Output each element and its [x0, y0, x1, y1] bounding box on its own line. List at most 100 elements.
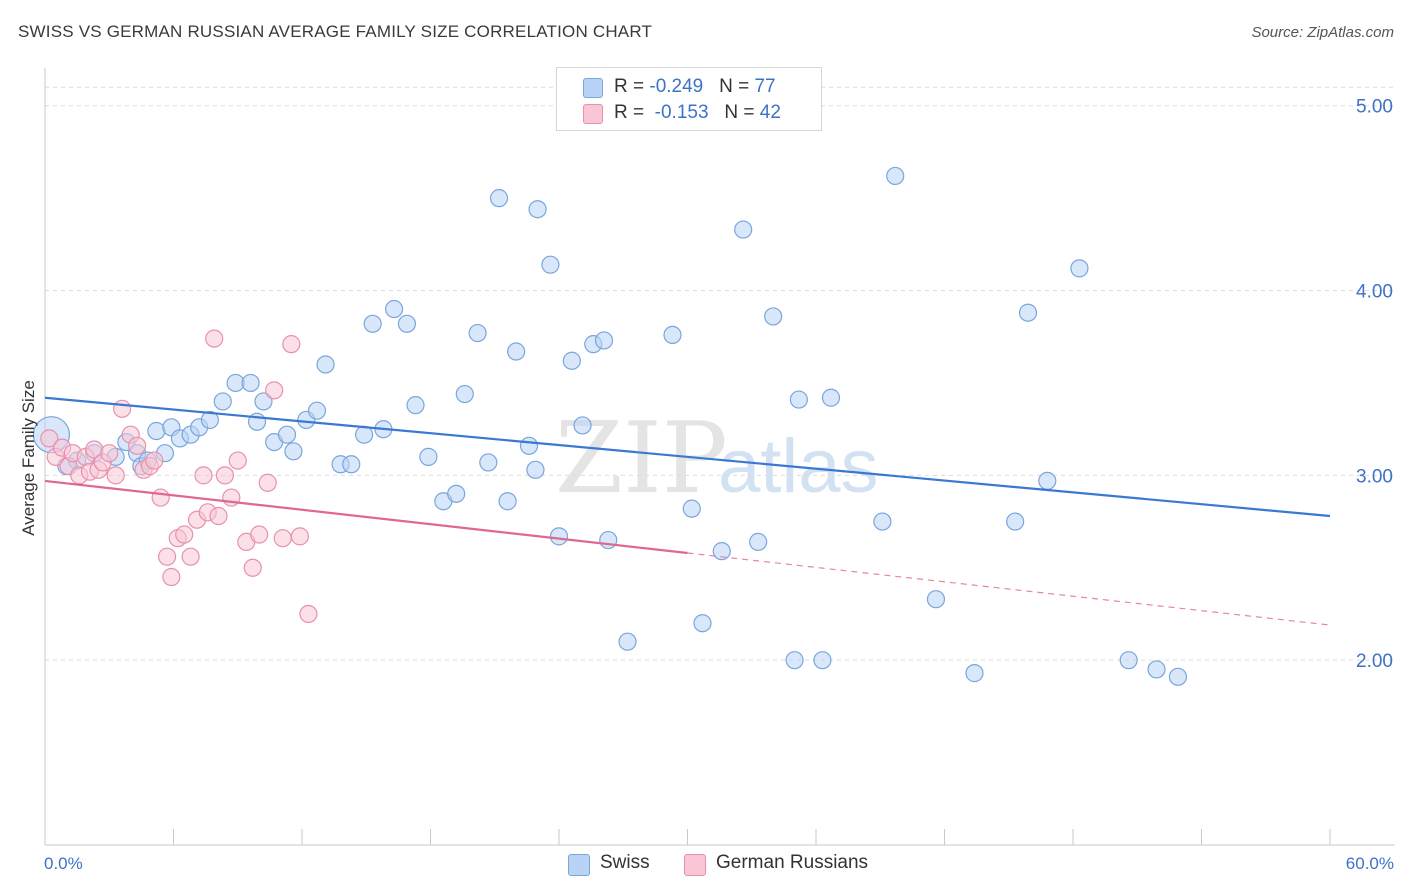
swiss-point	[455, 384, 474, 404]
swiss-point	[965, 664, 984, 683]
german-russian-point	[205, 329, 224, 348]
german-russian-trend-line	[44, 479, 688, 555]
legend-r-label: R =	[614, 76, 650, 97]
german-russian-point	[215, 466, 234, 485]
german-russian-point	[145, 451, 164, 470]
swiss-point	[489, 189, 509, 208]
swiss-point	[307, 401, 327, 420]
swiss-points	[32, 166, 1188, 686]
german-russian-point	[40, 429, 59, 448]
x-tick-label: 0.0%	[44, 854, 83, 873]
y-tick-label: 3.00	[1356, 466, 1393, 487]
swiss-point	[594, 331, 614, 350]
german-russian-point	[112, 399, 132, 418]
swiss-point	[712, 542, 731, 561]
swiss-point	[384, 299, 404, 319]
german-russian-point	[181, 547, 200, 566]
legend-swatch-german-russians	[583, 104, 603, 124]
swiss-point	[1070, 259, 1089, 278]
swiss-point	[749, 532, 768, 551]
x-axis-ticks: 0.0% 60.0%	[44, 829, 1394, 873]
swiss-point	[541, 255, 560, 274]
swiss-point	[447, 484, 466, 503]
german-russian-point	[290, 527, 309, 546]
swiss-point	[1018, 303, 1038, 322]
bottom-legend-label-swiss: Swiss	[600, 852, 650, 873]
german-russian-point	[157, 547, 177, 566]
swiss-point	[573, 416, 592, 435]
german-russian-point	[265, 381, 284, 400]
swiss-point	[734, 220, 753, 239]
german-russian-points	[40, 329, 318, 624]
swiss-point	[526, 460, 545, 479]
swiss-point	[599, 530, 618, 550]
german-russian-point	[258, 473, 277, 492]
y-axis-ticks: 2.00 3.00 4.00 5.00	[1356, 97, 1393, 672]
swiss-point	[1119, 651, 1138, 670]
german-russian-point	[299, 604, 318, 624]
swiss-point	[1038, 471, 1057, 491]
german-russian-point	[175, 525, 194, 544]
swiss-point	[479, 453, 498, 472]
swiss-point	[789, 390, 808, 409]
swiss-point	[419, 447, 438, 466]
chart-source: Source: ZipAtlas.com	[1251, 24, 1394, 41]
swiss-point	[693, 614, 712, 633]
bottom-legend-swatch-german-russians	[684, 854, 706, 876]
german-russian-trend-extension	[687, 552, 1331, 626]
y-tick-label: 4.00	[1356, 282, 1393, 303]
swiss-point	[406, 396, 425, 415]
german-russian-point	[100, 444, 119, 463]
x-tick-label: 60.0%	[1346, 854, 1394, 873]
swiss-point	[562, 351, 581, 370]
swiss-point	[549, 527, 569, 546]
legend-n-value: 42	[759, 102, 781, 123]
swiss-point	[254, 392, 273, 411]
swiss-point	[397, 314, 417, 333]
swiss-point	[1168, 667, 1188, 686]
swiss-point	[468, 323, 487, 343]
trend-lines	[44, 396, 1331, 626]
swiss-point	[519, 436, 539, 455]
german-russian-point	[228, 451, 247, 470]
legend-r-value: -0.249	[649, 76, 704, 97]
axes	[44, 68, 1395, 846]
legend-text-german-russians: R = -0.153 N = 42	[614, 102, 781, 124]
swiss-point	[316, 355, 335, 374]
chart-title: SWISS VS GERMAN RUSSIAN AVERAGE FAMILY S…	[18, 22, 653, 41]
swiss-point	[682, 499, 701, 518]
bottom-legend-label-german-russians: German Russians	[716, 852, 869, 873]
swiss-point	[1147, 660, 1166, 679]
watermark: ZIP atlas	[555, 402, 879, 516]
bottom-legend-swatch-swiss	[568, 854, 590, 876]
german-russian-point	[273, 529, 292, 548]
legend-n-label: N =	[724, 102, 760, 123]
swiss-point	[200, 410, 220, 430]
swiss-trend-line	[44, 396, 1331, 518]
legend-r-value: -0.153	[654, 102, 709, 123]
swiss-point	[1006, 512, 1025, 531]
german-russian-point	[194, 466, 213, 485]
swiss-point	[241, 373, 260, 393]
swiss-point	[785, 651, 804, 670]
swiss-point	[507, 342, 526, 361]
german-russian-point	[151, 488, 170, 507]
swiss-point	[618, 632, 637, 651]
swiss-point	[342, 455, 361, 474]
legend-n-value: 77	[754, 76, 776, 97]
correlation-legend: R = -0.249 N = 77 R = -0.153 N = 42	[556, 67, 822, 131]
swiss-point	[926, 590, 946, 609]
german-russian-point	[162, 567, 181, 587]
german-russian-point	[243, 558, 262, 577]
german-russian-point	[106, 466, 125, 485]
german-russian-point	[282, 335, 301, 354]
german-russian-point	[250, 525, 269, 544]
swiss-point	[277, 425, 297, 444]
swiss-point	[213, 392, 232, 411]
y-axis-label: Average Family Size	[19, 380, 38, 536]
swiss-point	[764, 307, 783, 326]
legend-n-label: N =	[719, 76, 755, 97]
swiss-point	[363, 314, 382, 333]
swiss-point	[821, 388, 841, 407]
